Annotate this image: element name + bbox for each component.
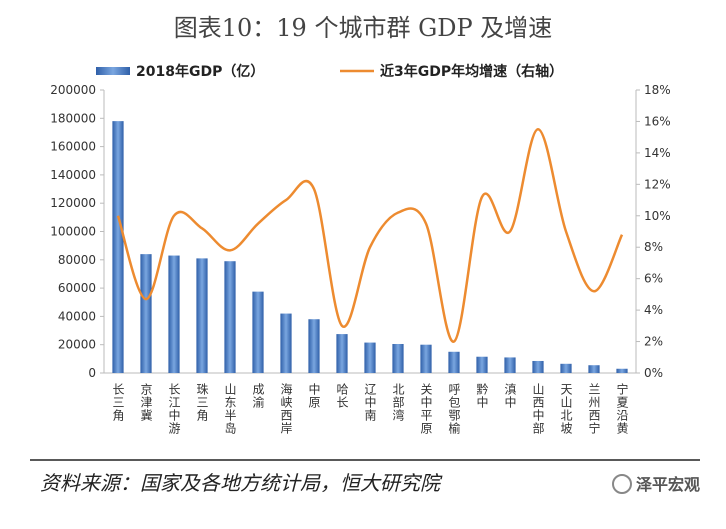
bar (588, 365, 600, 373)
y2-tick-label: 6% (644, 272, 663, 286)
y-tick-label: 80000 (58, 253, 96, 267)
x-tick-label: 中原 (307, 382, 321, 409)
y-tick-label: 100000 (50, 225, 96, 239)
bar (420, 344, 432, 373)
y-tick-label: 20000 (58, 338, 96, 352)
bar (364, 342, 376, 373)
x-tick-label: 北部湾 (391, 383, 405, 422)
y-tick-label: 200000 (50, 83, 96, 97)
x-tick-label: 呼包鄂榆 (447, 383, 461, 435)
bar (448, 351, 460, 373)
y2-tick-label: 16% (644, 114, 671, 128)
x-tick-label: 黔中 (475, 382, 489, 409)
bar (476, 356, 488, 373)
y-tick-label: 140000 (50, 168, 96, 182)
y2-tick-label: 18% (644, 83, 671, 97)
x-tick-label: 长三角 (111, 383, 125, 422)
y2-tick-label: 0% (644, 366, 663, 380)
chart-title: 图表10：19 个城市群 GDP 及增速 (174, 14, 553, 42)
y2-tick-label: 14% (644, 146, 671, 160)
source-note: 资料来源：国家及各地方统计局，恒大研究院 (40, 471, 443, 495)
x-tick-label: 长江中游 (167, 383, 181, 435)
bar (168, 255, 180, 373)
y2-tick-label: 2% (644, 335, 663, 349)
y2-tick-label: 10% (644, 209, 671, 223)
legend-label: 近3年GDP年均增速（右轴） (380, 63, 563, 80)
bar (560, 363, 572, 373)
watermark-icon (612, 474, 632, 494)
bar (252, 291, 264, 373)
x-tick-label: 京津冀 (139, 383, 153, 422)
x-tick-label: 山东半岛 (223, 383, 237, 435)
y-tick-label: 180000 (50, 111, 96, 125)
y-tick-label: 60000 (58, 281, 96, 295)
y-tick-label: 40000 (58, 309, 96, 323)
bar (336, 334, 348, 373)
x-tick-label: 成渝 (251, 383, 265, 409)
y2-tick-label: 8% (644, 240, 663, 254)
watermark: 泽平宏观 (636, 475, 700, 494)
bar (308, 319, 320, 373)
x-tick-label: 海峡西岸 (279, 382, 293, 435)
x-tick-label: 兰州西宁 (587, 383, 601, 435)
bar (112, 121, 124, 373)
y2-tick-label: 4% (644, 303, 663, 317)
x-tick-label: 哈长 (335, 383, 349, 409)
bar (224, 261, 236, 373)
x-tick-label: 珠三角 (195, 383, 209, 422)
x-tick-label: 天山北坡 (559, 383, 573, 435)
y2-tick-label: 12% (644, 177, 671, 191)
bar (140, 254, 152, 373)
y-tick-label: 0 (88, 366, 96, 380)
x-tick-label: 宁夏沿黄 (615, 382, 629, 435)
bar (532, 360, 544, 373)
bar (504, 357, 516, 373)
bar (196, 258, 208, 373)
x-tick-label: 关中平原 (419, 383, 433, 435)
x-tick-label: 辽中南 (363, 383, 377, 422)
legend-swatch (96, 67, 130, 75)
y-tick-label: 160000 (50, 140, 96, 154)
bar (392, 343, 404, 373)
y-tick-label: 120000 (50, 196, 96, 210)
x-tick-label: 山西中部 (531, 383, 545, 435)
bar (616, 368, 628, 373)
bar (280, 313, 292, 373)
line (116, 128, 624, 343)
legend-label: 2018年GDP（亿） (136, 63, 264, 80)
x-tick-label: 滇中 (503, 383, 517, 409)
